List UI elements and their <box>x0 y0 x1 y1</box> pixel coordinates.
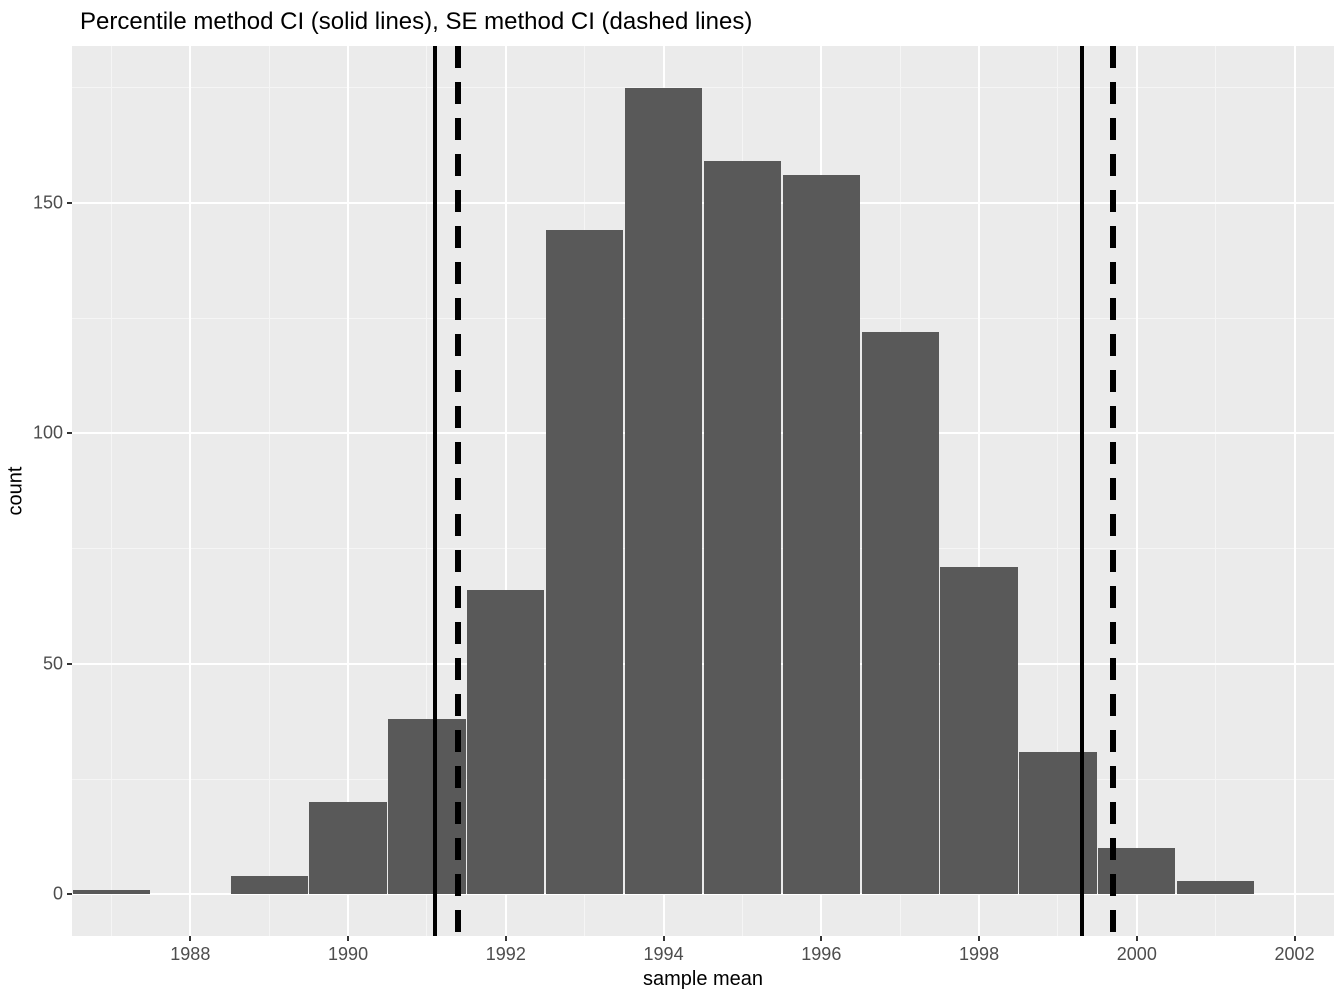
histogram-bar <box>1177 881 1254 895</box>
histogram-bar <box>704 161 781 894</box>
ci-se-upper <box>1110 46 1116 936</box>
y-tick-label: 100 <box>33 423 63 444</box>
x-tick-mark <box>820 936 822 941</box>
y-tick-label: 50 <box>43 653 63 674</box>
x-tick-mark <box>347 936 349 941</box>
chart-title: Percentile method CI (solid lines), SE m… <box>80 8 752 36</box>
y-tick-mark <box>67 202 72 204</box>
x-tick-label: 2000 <box>1117 944 1157 965</box>
x-tick-mark <box>505 936 507 941</box>
grid-line-x-major <box>189 46 191 936</box>
y-tick-mark <box>67 663 72 665</box>
x-tick-label: 1992 <box>486 944 526 965</box>
ci-se-lower <box>455 46 461 936</box>
histogram-bar <box>940 567 1017 894</box>
ci-percentile-lower <box>433 46 437 936</box>
histogram-bar <box>73 890 150 895</box>
grid-line-y-minor <box>72 87 1334 88</box>
histogram-bar <box>862 332 939 895</box>
histogram-bar <box>309 802 386 894</box>
grid-line-x-minor <box>1215 46 1216 936</box>
x-tick-mark <box>978 936 980 941</box>
plot-area <box>72 46 1334 936</box>
grid-line-x-major <box>1294 46 1296 936</box>
x-tick-label: 1994 <box>644 944 684 965</box>
x-tick-label: 1990 <box>328 944 368 965</box>
y-tick-label: 150 <box>33 192 63 213</box>
x-tick-label: 1998 <box>959 944 999 965</box>
grid-line-x-minor <box>269 46 270 936</box>
x-tick-label: 1996 <box>801 944 841 965</box>
histogram-bar <box>1019 752 1096 895</box>
x-tick-mark <box>663 936 665 941</box>
grid-line-x-minor <box>111 46 112 936</box>
y-tick-mark <box>67 432 72 434</box>
histogram-bar <box>625 88 702 895</box>
x-tick-mark <box>1294 936 1296 941</box>
histogram-bar <box>467 590 544 894</box>
x-tick-label: 2002 <box>1275 944 1315 965</box>
y-tick-mark <box>67 893 72 895</box>
x-tick-label: 1988 <box>170 944 210 965</box>
y-axis-title: count <box>5 467 28 516</box>
ci-percentile-upper <box>1080 46 1084 936</box>
histogram-bar <box>546 230 623 894</box>
histogram-bar <box>783 175 860 894</box>
x-tick-mark <box>189 936 191 941</box>
histogram-bar <box>231 876 308 894</box>
histogram-chart: Percentile method CI (solid lines), SE m… <box>0 0 1344 998</box>
x-tick-mark <box>1136 936 1138 941</box>
histogram-bar <box>388 719 465 894</box>
y-tick-label: 0 <box>53 884 63 905</box>
grid-line-x-major <box>1136 46 1138 936</box>
x-axis-title: sample mean <box>643 968 763 991</box>
